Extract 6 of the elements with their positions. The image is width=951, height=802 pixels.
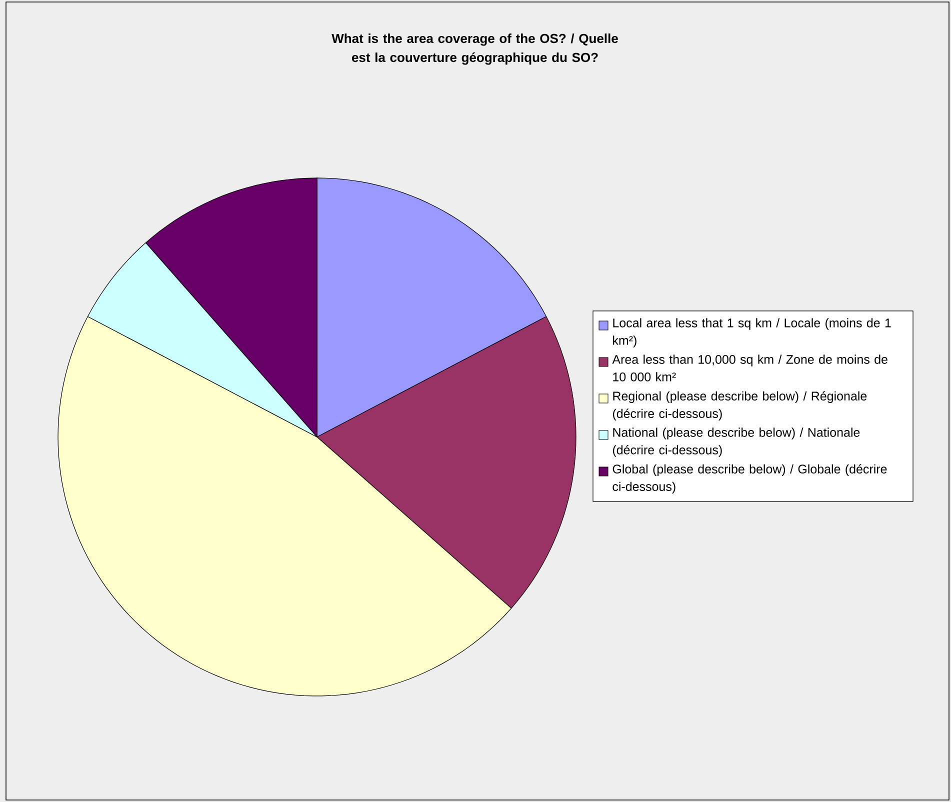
- legend-label: National (please describe below) / Nationale (décrire ci-dessous): [612, 428, 860, 457]
- legend-label: Regional (please describe below) / Régionale (décrire ci-dessous): [612, 391, 867, 420]
- legend-label: Local area less that 1 sq km / Locale (moins de 1 km²): [613, 318, 891, 348]
- legend-label: Global (please describe below) / Globale (décrire ci-dessous): [612, 464, 887, 494]
- legend-label: Area less than 10,000 sq km / Zone de moins de 10 000 km²: [612, 354, 888, 382]
- chart-title: What is the area coverage of the OS? / Quelle est la couverture géographique du SO?: [332, 34, 618, 65]
